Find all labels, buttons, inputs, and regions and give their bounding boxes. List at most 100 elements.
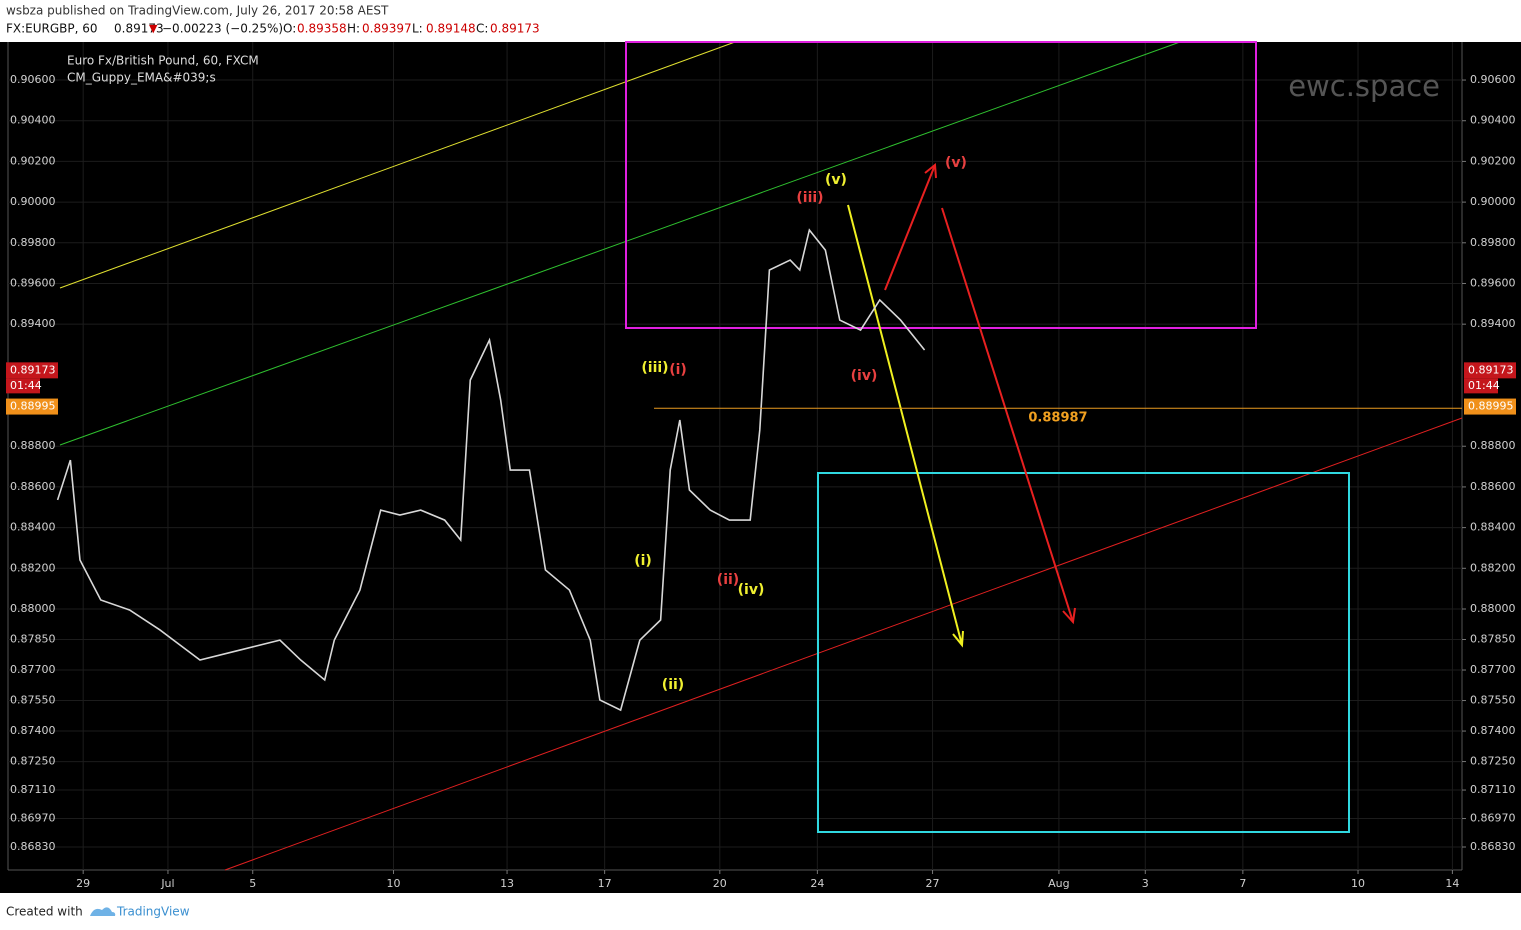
y-tick-label: 0.88800: [1470, 439, 1516, 452]
publisher: wsbza published on TradingView.com, July…: [6, 4, 389, 18]
footer-created: Created with: [6, 905, 83, 919]
series-legend: Euro Fx/British Pound, 60, FXCM: [67, 54, 259, 68]
ohlc-label: L:: [412, 22, 423, 36]
y-tick-label: 0.90200: [1470, 154, 1516, 167]
x-tick-label: 29: [76, 877, 90, 890]
y-tick-label: 0.87850: [10, 633, 56, 646]
y-tick-label: 0.87550: [10, 694, 56, 707]
ohlc-value: 0.89148: [426, 22, 476, 36]
ohlc-label: O:: [283, 22, 296, 36]
arrow: [884, 164, 936, 291]
price-line: [56, 228, 926, 712]
ohlc-value: 0.89358: [297, 22, 347, 36]
price-badge: [6, 398, 58, 415]
price-badge-label: 0.89173: [10, 363, 56, 376]
x-tick-label: 20: [713, 877, 727, 890]
ohlc-label: H:: [347, 22, 360, 36]
y-tick-label: 0.87250: [10, 755, 56, 768]
y-tick-label: 0.89600: [1470, 276, 1516, 289]
countdown: 01:44: [10, 379, 42, 392]
trendline: [59, 41, 1181, 446]
x-tick-label: 10: [1351, 877, 1365, 890]
countdown-bg: [1464, 378, 1498, 394]
wave-label: (iv): [851, 368, 878, 384]
y-tick-label: 0.88400: [1470, 521, 1516, 534]
y-tick-label: 0.90600: [1470, 73, 1516, 86]
watermark: ewc.space: [1288, 69, 1440, 103]
y-tick-label: 0.88200: [10, 561, 56, 574]
y-tick-label: 0.88200: [1470, 561, 1516, 574]
x-tick-label: 24: [810, 877, 824, 890]
target-box: [817, 472, 1350, 833]
target-box: [625, 41, 1257, 329]
y-tick-label: 0.87400: [10, 724, 56, 737]
y-tick-label: 0.89600: [10, 276, 56, 289]
wave-label: (ii): [717, 572, 739, 588]
wave-label: (iv): [738, 582, 765, 598]
y-tick-label: 0.89800: [1470, 236, 1516, 249]
plot-bg: [0, 42, 1521, 893]
x-tick-label: 14: [1445, 877, 1459, 890]
x-tick-label: 7: [1239, 877, 1246, 890]
y-tick-label: 0.88600: [1470, 480, 1516, 493]
y-tick-label: 0.89400: [1470, 317, 1516, 330]
y-tick-label: 0.90600: [10, 73, 56, 86]
arrow-head: [924, 163, 937, 179]
wave-label: (ii): [662, 677, 684, 693]
price-badge: [6, 362, 58, 379]
arrow: [847, 204, 963, 646]
y-tick-label: 0.88800: [10, 439, 56, 452]
price-badge: [1464, 398, 1516, 415]
y-tick-label: 0.87550: [1470, 694, 1516, 707]
ohlc-label: C:: [476, 22, 488, 36]
countdown: 01:44: [1468, 379, 1500, 392]
x-tick-label: 27: [926, 877, 940, 890]
wave-label: (v): [825, 172, 847, 188]
y-tick-label: 0.87850: [1470, 633, 1516, 646]
wave-label: (iii): [641, 360, 668, 376]
trendline: [59, 41, 736, 289]
y-tick-label: 0.86830: [10, 840, 56, 853]
x-tick-label: 5: [249, 877, 256, 890]
y-tick-label: 0.90000: [10, 195, 56, 208]
y-tick-label: 0.90400: [10, 114, 56, 127]
y-tick-label: 0.88000: [1470, 602, 1516, 615]
y-tick-label: 0.88600: [10, 480, 56, 493]
arrow-head: [1062, 607, 1076, 625]
price-badge-label: 0.88995: [10, 400, 56, 413]
y-tick-label: 0.88000: [10, 602, 56, 615]
x-tick-label: Aug: [1048, 877, 1069, 890]
y-tick-label: 0.90400: [1470, 114, 1516, 127]
y-tick-label: 0.87700: [1470, 663, 1516, 676]
ohlc-value: 0.89173: [490, 22, 540, 36]
trendline: [224, 417, 1463, 871]
x-tick-label: Jul: [160, 877, 174, 890]
wave-label: (i): [669, 362, 687, 378]
y-tick-label: 0.90200: [10, 154, 56, 167]
y-tick-label: 0.87700: [10, 663, 56, 676]
x-tick-label: 13: [500, 877, 514, 890]
footer-brand[interactable]: TradingView: [116, 905, 190, 919]
x-tick-label: 17: [598, 877, 612, 890]
y-tick-label: 0.87250: [1470, 755, 1516, 768]
y-tick-label: 0.87110: [10, 783, 56, 796]
y-tick-label: 0.89800: [10, 236, 56, 249]
y-tick-label: 0.86970: [1470, 812, 1516, 825]
x-tick-label: 3: [1142, 877, 1149, 890]
countdown-bg: [6, 378, 40, 394]
wave-label: (iii): [796, 190, 823, 206]
symbol: FX:EURGBP, 60: [6, 22, 98, 36]
drawings: [59, 41, 1463, 871]
ohlc-value: 0.89397: [362, 22, 412, 36]
last: 0.89173: [114, 22, 164, 36]
wave-label: (i): [634, 553, 652, 569]
wave-label: (v): [945, 155, 967, 171]
footer-bg: [0, 893, 1521, 930]
indicator-legend: CM_Guppy_EMA&#039;s: [67, 71, 216, 85]
price-badge-label: 0.89173: [1468, 363, 1514, 376]
price-badge: [1464, 362, 1516, 379]
y-tick-label: 0.90000: [1470, 195, 1516, 208]
y-tick-label: 0.86970: [10, 812, 56, 825]
y-tick-label: 0.87400: [1470, 724, 1516, 737]
